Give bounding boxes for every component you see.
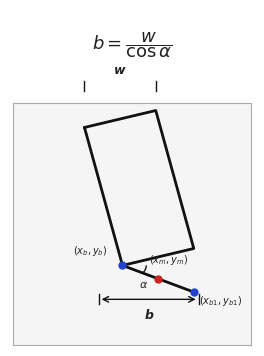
Text: w: w [114, 64, 126, 77]
Text: $(x_m, y_m)$: $(x_m, y_m)$ [149, 253, 188, 267]
Text: $(x_b, y_b)$: $(x_b, y_b)$ [73, 244, 107, 258]
Text: b: b [144, 309, 153, 322]
Text: $(x_{b1}, y_{b1})$: $(x_{b1}, y_{b1})$ [199, 294, 242, 309]
Text: $\alpha$: $\alpha$ [139, 280, 148, 290]
Text: $b = \dfrac{w}{\cos \alpha}$: $b = \dfrac{w}{\cos \alpha}$ [92, 30, 172, 60]
